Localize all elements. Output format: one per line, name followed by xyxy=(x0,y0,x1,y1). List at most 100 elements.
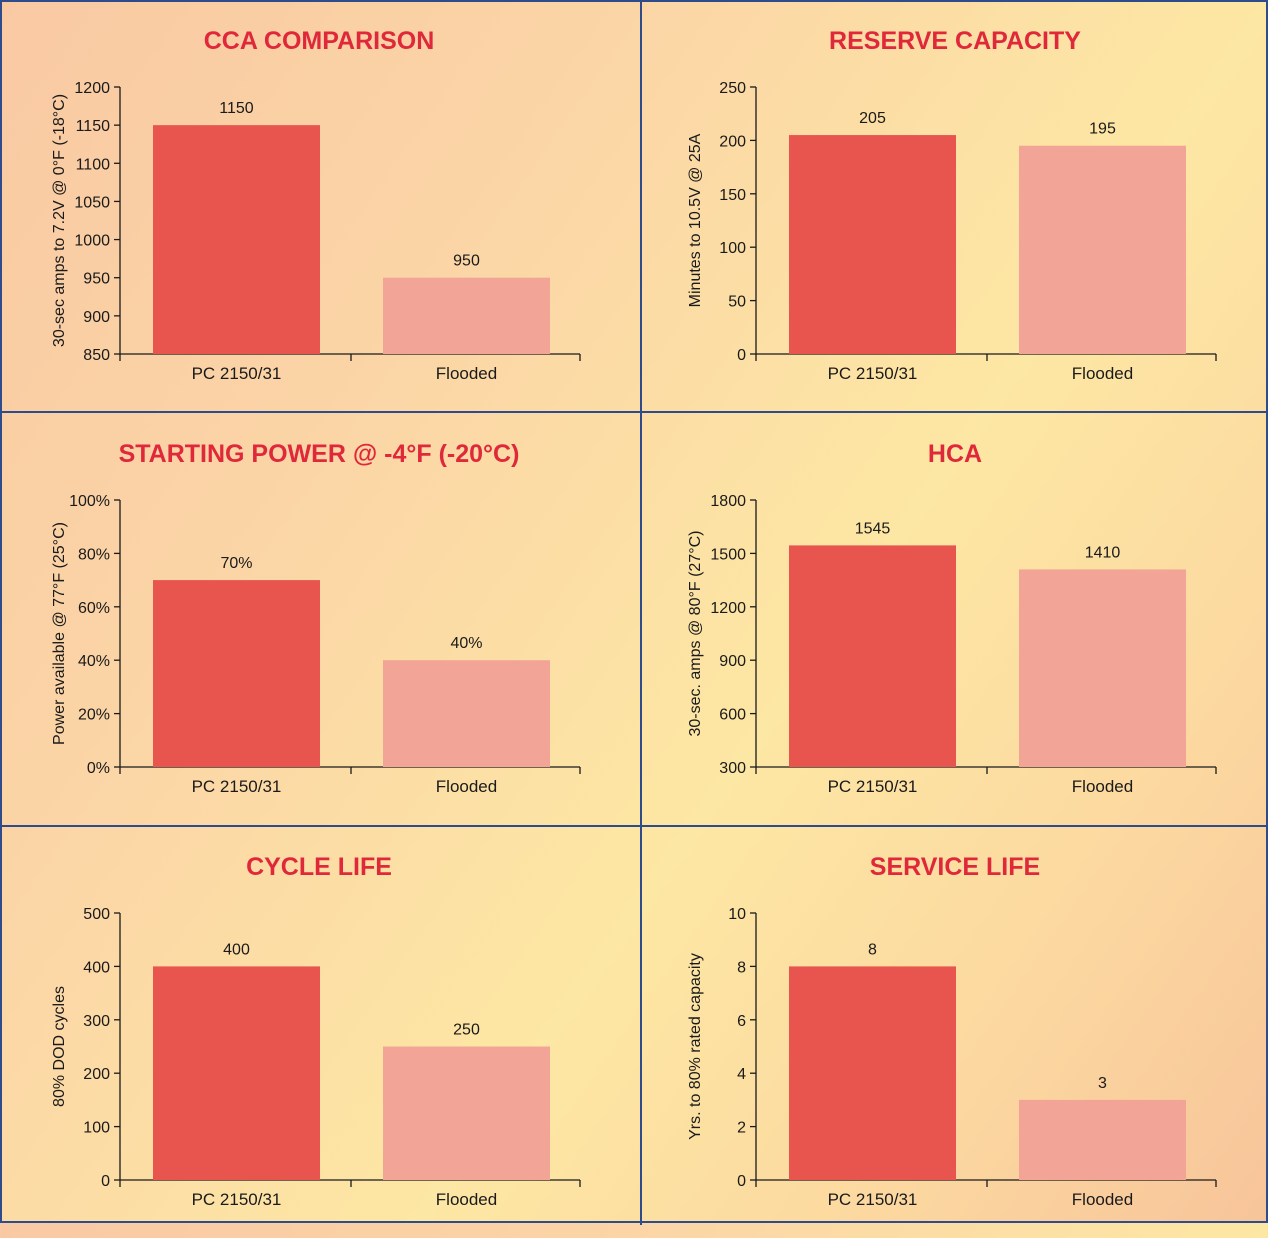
y-tick-label: 300 xyxy=(719,760,746,777)
y-tick-label: 200 xyxy=(83,1066,110,1083)
bar xyxy=(153,125,320,355)
y-tick-label: 1000 xyxy=(74,233,110,250)
y-tick-label: 1050 xyxy=(74,194,110,211)
y-tick-label: 1100 xyxy=(76,156,111,173)
chart-svg: Minutes to 10.5V @ 25A 0 50 100 150 200 250 205… xyxy=(687,80,1217,383)
y-tick-label: 0% xyxy=(87,760,110,777)
y-tick-label: 8 xyxy=(737,959,746,976)
bar xyxy=(383,660,550,767)
x-category-label: PC 2150/31 xyxy=(192,364,282,383)
chart-title: RESERVE CAPACITY xyxy=(829,27,1081,55)
y-axis-label: Yrs. to 80% rated capacity xyxy=(687,953,704,1140)
y-tick-label: 1200 xyxy=(74,80,110,97)
y-tick-label: 100 xyxy=(719,240,746,257)
y-tick-label: 1500 xyxy=(710,546,746,563)
y-tick-label: 60% xyxy=(78,600,110,617)
x-category-label: Flooded xyxy=(436,1190,497,1209)
bar-value-label: 8 xyxy=(868,941,877,958)
bar xyxy=(1019,569,1186,767)
y-tick-label: 100 xyxy=(83,1120,110,1137)
chart-panel-cycle-life: CYCLE LIFE 80% DOD cycles 0 100 200 300 400 50… xyxy=(4,826,634,1238)
chart-panel-service-life: SERVICE LIFE Yrs. to 80% rated capacity 0… xyxy=(640,826,1268,1238)
y-tick-label: 2 xyxy=(737,1120,746,1137)
y-tick-label: 6 xyxy=(737,1013,746,1030)
chart-title: HCA xyxy=(927,440,983,468)
x-category-label: PC 2150/31 xyxy=(192,1190,282,1209)
chart-svg: Power available @ 77°F (25°C) 0% 20% 40% 60%… xyxy=(51,493,581,796)
y-tick-label: 950 xyxy=(83,271,110,288)
panel-divider-horizontal xyxy=(2,825,1268,827)
y-tick-label: 10 xyxy=(728,906,746,923)
y-tick-label: 100% xyxy=(69,493,110,510)
bar xyxy=(383,277,550,354)
bar-value-label: 195 xyxy=(1089,121,1116,138)
y-tick-label: 850 xyxy=(83,347,110,364)
chart-panel-reserve-capacity: RESERVE CAPACITY Minutes to 10.5V @ 25A 0… xyxy=(640,0,1268,412)
x-category-label: PC 2150/31 xyxy=(828,1190,918,1209)
x-category-label: PC 2150/31 xyxy=(192,777,282,796)
y-tick-label: 0 xyxy=(737,347,746,364)
x-category-label: Flooded xyxy=(436,777,497,796)
chart-title: CYCLE LIFE xyxy=(246,853,392,881)
y-tick-label: 600 xyxy=(719,707,746,724)
y-tick-label: 0 xyxy=(737,1173,746,1190)
y-tick-label: 1150 xyxy=(76,118,111,135)
y-tick-label: 40% xyxy=(78,653,110,670)
chart-panel-hca: HCA 30-sec. amps @ 80°F (27°C) 300 600 900 1… xyxy=(640,413,1268,825)
x-category-label: Flooded xyxy=(436,364,497,383)
x-category-label: Flooded xyxy=(1072,364,1133,383)
y-axis-label: 80% DOD cycles xyxy=(51,986,68,1107)
bar-value-label: 40% xyxy=(450,635,482,652)
x-category-label: Flooded xyxy=(1072,777,1133,796)
y-tick-label: 20% xyxy=(78,707,110,724)
y-axis-label: Minutes to 10.5V @ 25A xyxy=(687,133,704,307)
y-tick-label: 900 xyxy=(719,653,746,670)
chart-title: SERVICE LIFE xyxy=(869,853,1041,881)
y-tick-label: 80% xyxy=(78,546,110,563)
y-tick-label: 500 xyxy=(83,906,110,923)
bar-value-label: 1150 xyxy=(219,100,254,117)
bar xyxy=(789,966,956,1180)
y-tick-label: 900 xyxy=(83,309,110,326)
y-axis-label: 30-sec. amps @ 80°F (27°C) xyxy=(687,531,704,737)
chart-title: STARTING POWER @ -4°F (-20°C) xyxy=(118,440,520,468)
y-axis-label: 30-sec amps to 7.2V @ 0°F (-18°C) xyxy=(51,94,68,347)
x-category-label: PC 2150/31 xyxy=(828,777,918,796)
y-tick-label: 1800 xyxy=(710,493,746,510)
x-category-label: Flooded xyxy=(1072,1190,1133,1209)
y-tick-label: 4 xyxy=(737,1066,746,1083)
chart-title: CCA COMPARISON xyxy=(203,27,435,55)
bar xyxy=(789,545,956,767)
y-tick-label: 200 xyxy=(719,133,746,150)
bar xyxy=(153,966,320,1180)
bar-value-label: 1545 xyxy=(855,520,891,537)
chart-svg: 30-sec amps to 7.2V @ 0°F (-18°C) 850 900 9… xyxy=(51,80,581,383)
bar-value-label: 950 xyxy=(453,253,480,270)
bar xyxy=(789,135,956,354)
bar xyxy=(1019,1099,1186,1180)
chart-svg: Yrs. to 80% rated capacity 0 2 4 6 8 10 8 PC 215… xyxy=(687,906,1217,1209)
panel-divider-vertical xyxy=(640,2,642,1225)
y-axis-label: Power available @ 77°F (25°C) xyxy=(51,522,68,745)
y-tick-label: 1200 xyxy=(710,600,746,617)
bar-value-label: 70% xyxy=(220,555,252,572)
panel-divider-horizontal xyxy=(2,411,1268,413)
bar-value-label: 205 xyxy=(859,110,886,127)
chart-svg: 80% DOD cycles 0 100 200 300 400 500 400 PC 2150… xyxy=(51,906,581,1209)
chart-svg: 30-sec. amps @ 80°F (27°C) 300 600 900 1200 1… xyxy=(687,493,1217,796)
bar xyxy=(153,580,320,767)
y-tick-label: 300 xyxy=(83,1013,110,1030)
y-tick-label: 0 xyxy=(101,1173,110,1190)
y-tick-label: 50 xyxy=(728,294,746,311)
y-tick-label: 150 xyxy=(719,187,746,204)
bar-value-label: 400 xyxy=(223,941,250,958)
bar-value-label: 3 xyxy=(1098,1075,1107,1092)
chart-panel-cca: CCA COMPARISON 30-sec amps to 7.2V @ 0°F… xyxy=(4,0,634,412)
bar-value-label: 250 xyxy=(453,1022,480,1039)
bar xyxy=(1019,145,1186,354)
bar xyxy=(383,1046,550,1180)
y-tick-label: 250 xyxy=(719,80,746,97)
x-category-label: PC 2150/31 xyxy=(828,364,918,383)
bar-value-label: 1410 xyxy=(1085,544,1121,561)
